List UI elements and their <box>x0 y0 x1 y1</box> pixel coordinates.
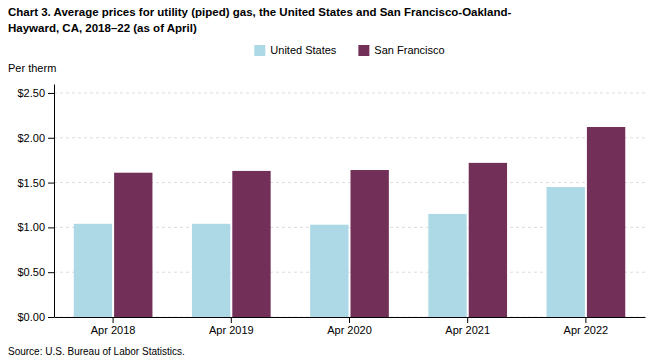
x-tick-label: Apr 2022 <box>564 324 609 336</box>
bar-series <box>114 127 625 317</box>
legend-swatch <box>254 45 265 56</box>
legend-label: San Francisco <box>374 44 444 56</box>
plot-area: $0.00$0.50$1.00$1.50$2.00$2.50Apr 2018Ap… <box>17 85 645 336</box>
bar <box>351 170 389 317</box>
y-tick-mark <box>48 93 54 94</box>
x-tick: Apr 2021 <box>445 317 490 336</box>
x-tick: Apr 2018 <box>91 317 136 336</box>
bar <box>587 127 625 317</box>
x-tick-mark <box>467 317 468 323</box>
y-tick-label: $0.50 <box>17 266 45 278</box>
chart-svg: Chart 3. Average prices for utility (pip… <box>0 0 661 361</box>
y-tick-mark <box>48 317 54 318</box>
y-tick: $1.50 <box>17 177 54 189</box>
grid-line <box>54 137 645 138</box>
title: Chart 3. Average prices for utility (pip… <box>8 6 512 18</box>
bar <box>310 225 348 317</box>
legend: United States San Francisco <box>254 44 444 56</box>
bar <box>428 214 466 317</box>
y-axis: $0.00 $0.50 $1.00 $1.50 $2.00 $2.50 <box>17 85 54 324</box>
x-axis: Apr 2018 Apr 2019 Apr 2020 Apr 2021 Apr 2022 <box>55 317 646 336</box>
x-tick: Apr 2019 <box>209 317 254 336</box>
y-tick-label: $0.00 <box>17 311 45 323</box>
y-axis-title: Per therm <box>8 62 56 74</box>
legend-item: United States <box>254 44 337 56</box>
grid <box>54 93 645 317</box>
x-tick-label: Apr 2020 <box>327 324 372 336</box>
x-tick: Apr 2020 <box>327 317 372 336</box>
legend-item: San Francisco <box>358 44 444 56</box>
y-tick-mark <box>48 272 54 273</box>
y-tick: $0.50 <box>17 266 54 278</box>
x-tick-mark <box>585 317 586 323</box>
x-tick-mark <box>113 317 114 323</box>
y-axis-line <box>54 85 55 318</box>
y-tick-label: $2.50 <box>17 87 45 99</box>
source: Source: U.S. Bureau of Labor Statistics. <box>8 346 185 357</box>
y-tick-mark <box>48 227 54 228</box>
y-tick-label: $1.50 <box>17 177 45 189</box>
x-tick-label: Apr 2019 <box>209 324 254 336</box>
y-tick-mark <box>48 183 54 184</box>
chart-container: Chart 3. Average prices for utility (pip… <box>0 0 661 361</box>
y-tick: $2.00 <box>17 132 54 144</box>
y-tick-label: $2.00 <box>17 132 45 144</box>
legend-swatch <box>358 45 369 56</box>
bars <box>74 127 626 317</box>
bar <box>547 187 585 317</box>
y-tick-label: $1.00 <box>17 221 45 233</box>
x-tick-label: Apr 2018 <box>91 324 136 336</box>
bar <box>469 163 507 317</box>
bar <box>192 224 230 317</box>
x-tick-label: Apr 2021 <box>445 324 490 336</box>
bar <box>232 171 270 317</box>
bar <box>74 224 112 317</box>
legend-label: United States <box>270 44 337 56</box>
x-tick: Apr 2022 <box>564 317 609 336</box>
x-tick-mark <box>231 317 232 323</box>
y-tick: $2.50 <box>17 87 54 99</box>
y-tick: $1.00 <box>17 221 54 233</box>
y-tick: $0.00 <box>17 311 54 323</box>
x-tick-mark <box>349 317 350 323</box>
grid-line <box>54 92 645 93</box>
bar <box>114 173 152 317</box>
y-tick-mark <box>48 138 54 139</box>
title: Hayward, CA, 2018–22 (as of April) <box>8 22 197 34</box>
